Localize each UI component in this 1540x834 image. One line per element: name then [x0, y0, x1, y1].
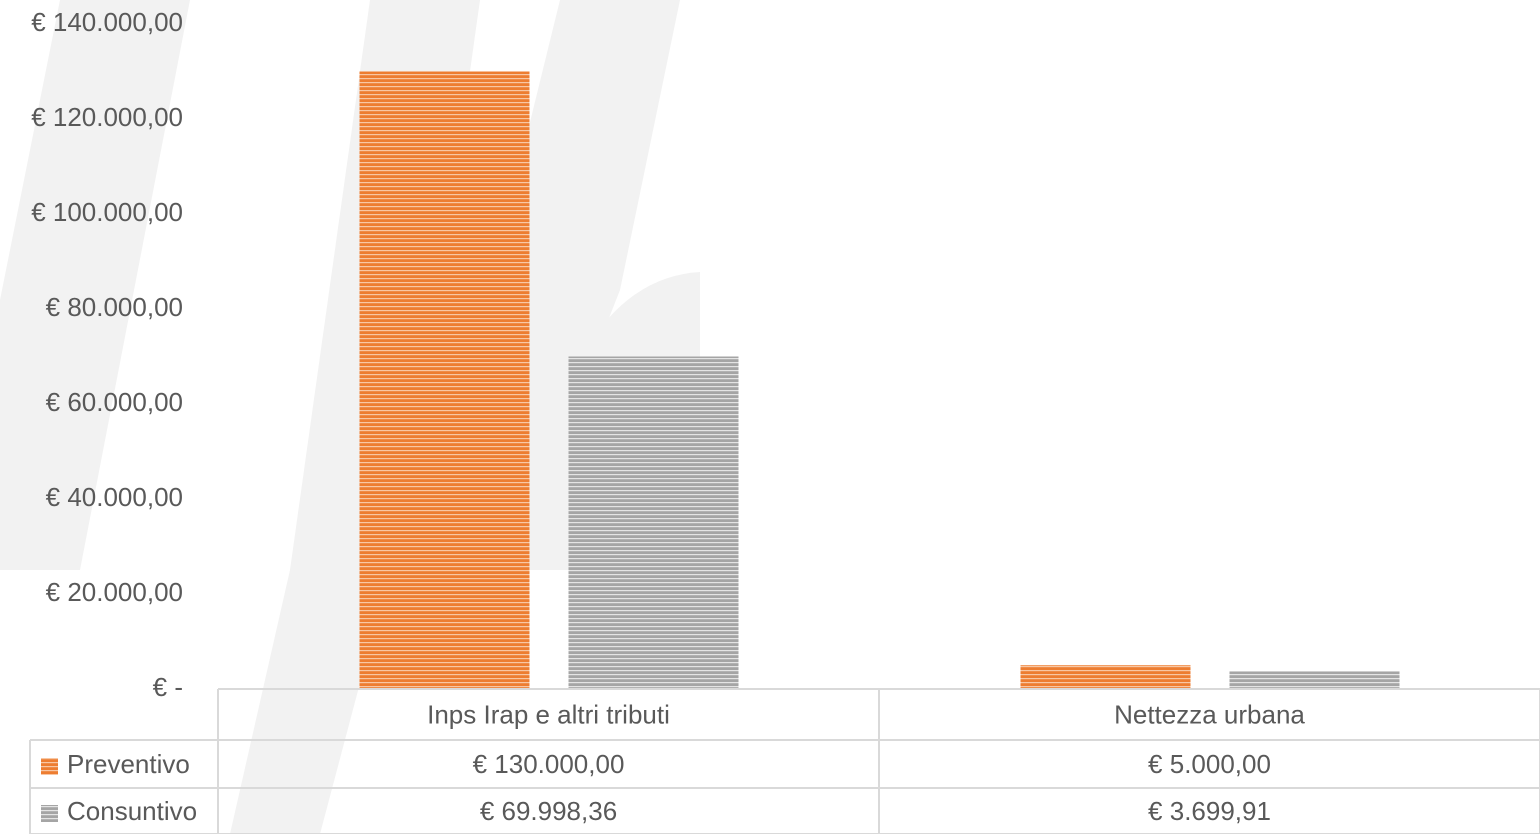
data-label: € 69.998,36: [480, 796, 617, 826]
y-tick-label: € 40.000,00: [46, 482, 183, 512]
y-tick-label: € -: [153, 672, 183, 702]
y-tick-label: € 20.000,00: [46, 577, 183, 607]
y-tick-label: € 140.000,00: [31, 7, 183, 37]
bar: [1020, 665, 1191, 689]
legend-label: Preventivo: [67, 749, 190, 779]
legend-label: Consuntivo: [67, 796, 197, 826]
data-label: € 5.000,00: [1148, 749, 1271, 779]
data-label: € 130.000,00: [473, 749, 625, 779]
x-tick-label: Inps Irap e altri tributi: [427, 699, 670, 729]
y-tick-label: € 60.000,00: [46, 387, 183, 417]
bar: [1229, 671, 1400, 689]
y-tick-label: € 120.000,00: [31, 102, 183, 132]
legend-swatch: [41, 805, 58, 822]
x-tick-label: Nettezza urbana: [1114, 699, 1305, 729]
data-label: € 3.699,91: [1148, 796, 1271, 826]
bar: [568, 356, 739, 689]
bar: [359, 71, 530, 689]
y-tick-label: € 100.000,00: [31, 197, 183, 227]
y-tick-label: € 80.000,00: [46, 292, 183, 322]
legend-swatch: [41, 758, 58, 775]
